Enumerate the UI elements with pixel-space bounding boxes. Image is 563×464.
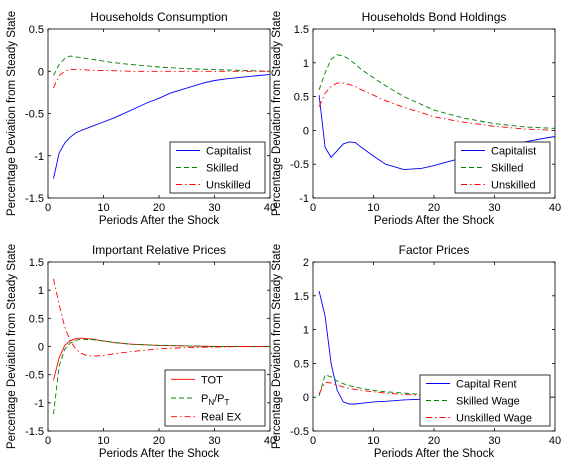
x-axis-label: Periods After the Shock [374,448,494,459]
legend-label: Capitalist [206,146,251,158]
y-tick-label: -0.5 [290,159,309,171]
legend-label: Unskilled Wage [456,413,532,425]
x-tick-label: 10 [97,202,109,214]
y-tick-label: 1.5 [29,257,44,269]
x-tick-label: 0 [310,435,316,447]
x-tick-label: 20 [428,202,440,214]
chart-title: Households Bond Holdings [362,10,507,24]
y-tick-label: 0 [303,125,309,137]
legend-label: Skilled Wage [456,396,520,408]
legend-label: Skilled [491,163,523,175]
legend-label: TOT [201,374,223,386]
series-line-3 [319,83,555,130]
y-tick-label: -0.5 [290,426,309,438]
y-tick-label: 1.5 [294,24,309,36]
series-line-3 [54,70,271,89]
legend: Capital Rent Skilled Wage Unskilled Wage [420,375,550,426]
x-tick-label: 40 [549,435,561,447]
y-tick-label: -1.5 [25,193,44,205]
y-tick-label: 1.5 [294,291,309,303]
chart-title: Factor Prices [399,243,470,257]
x-tick-label: 0 [45,202,51,214]
y-axis-label: Percentage Deviation from Steady State [271,244,283,449]
y-tick-label: 0.5 [294,92,309,104]
x-tick-label: 30 [488,202,500,214]
x-axis-label: Periods After the Shock [374,215,494,227]
x-axis-label: Periods After the Shock [99,215,219,227]
x-tick-label: 10 [367,202,379,214]
legend-label: Skilled [206,163,238,175]
y-tick-label: 0.5 [29,313,44,325]
legend-label: Unskilled [206,180,251,192]
x-tick-label: 30 [208,202,220,214]
y-tick-label: 0.5 [29,24,44,36]
x-tick-label: 30 [208,435,220,447]
legend-label: Capital Rent [456,379,517,391]
y-tick-label: 1 [303,58,309,70]
y-tick-label: 0 [38,66,44,78]
y-axis-label: Percentage Deviation from Steady State [6,244,18,449]
legend: Capitalist Skilled Unskilled [170,142,265,193]
y-tick-label: -0.5 [25,370,44,382]
x-tick-label: 20 [428,435,440,447]
y-tick-label: -0.5 [25,109,44,121]
legend: Capitalist Skilled Unskilled [455,142,550,193]
y-tick-label: 0.5 [294,358,309,370]
y-tick-label: -1 [34,151,44,163]
y-axis-label: Percentage Deviation from Steady State [271,11,283,216]
y-tick-label: 2 [303,257,309,269]
x-tick-label: 10 [367,435,379,447]
x-axis-label: Periods After the Shock [99,448,219,459]
series-line-3 [54,279,271,356]
legend-label: Capitalist [491,146,536,158]
y-tick-label: 1 [38,285,44,297]
y-tick-label: -1.5 [25,426,44,438]
x-tick-label: 10 [97,435,109,447]
chart-title: Important Relative Prices [92,243,226,257]
y-tick-label: 0 [303,392,309,404]
series-line-2 [54,56,271,76]
y-tick-label: 1 [303,325,309,337]
x-tick-label: 20 [153,435,165,447]
y-tick-label: -1 [34,398,44,410]
x-tick-label: 0 [310,202,316,214]
chart-title: Households Consumption [90,10,227,24]
legend-label: Unskilled [491,180,536,192]
x-tick-label: 0 [45,435,51,447]
x-tick-label: 20 [153,202,165,214]
y-axis-label: Percentage Deviation from Steady State [6,11,18,216]
x-tick-label: 30 [488,435,500,447]
y-tick-label: -1 [299,193,309,205]
x-tick-label: 40 [549,202,561,214]
legend-label: Real EX [201,412,242,424]
y-tick-label: 0 [38,342,44,354]
